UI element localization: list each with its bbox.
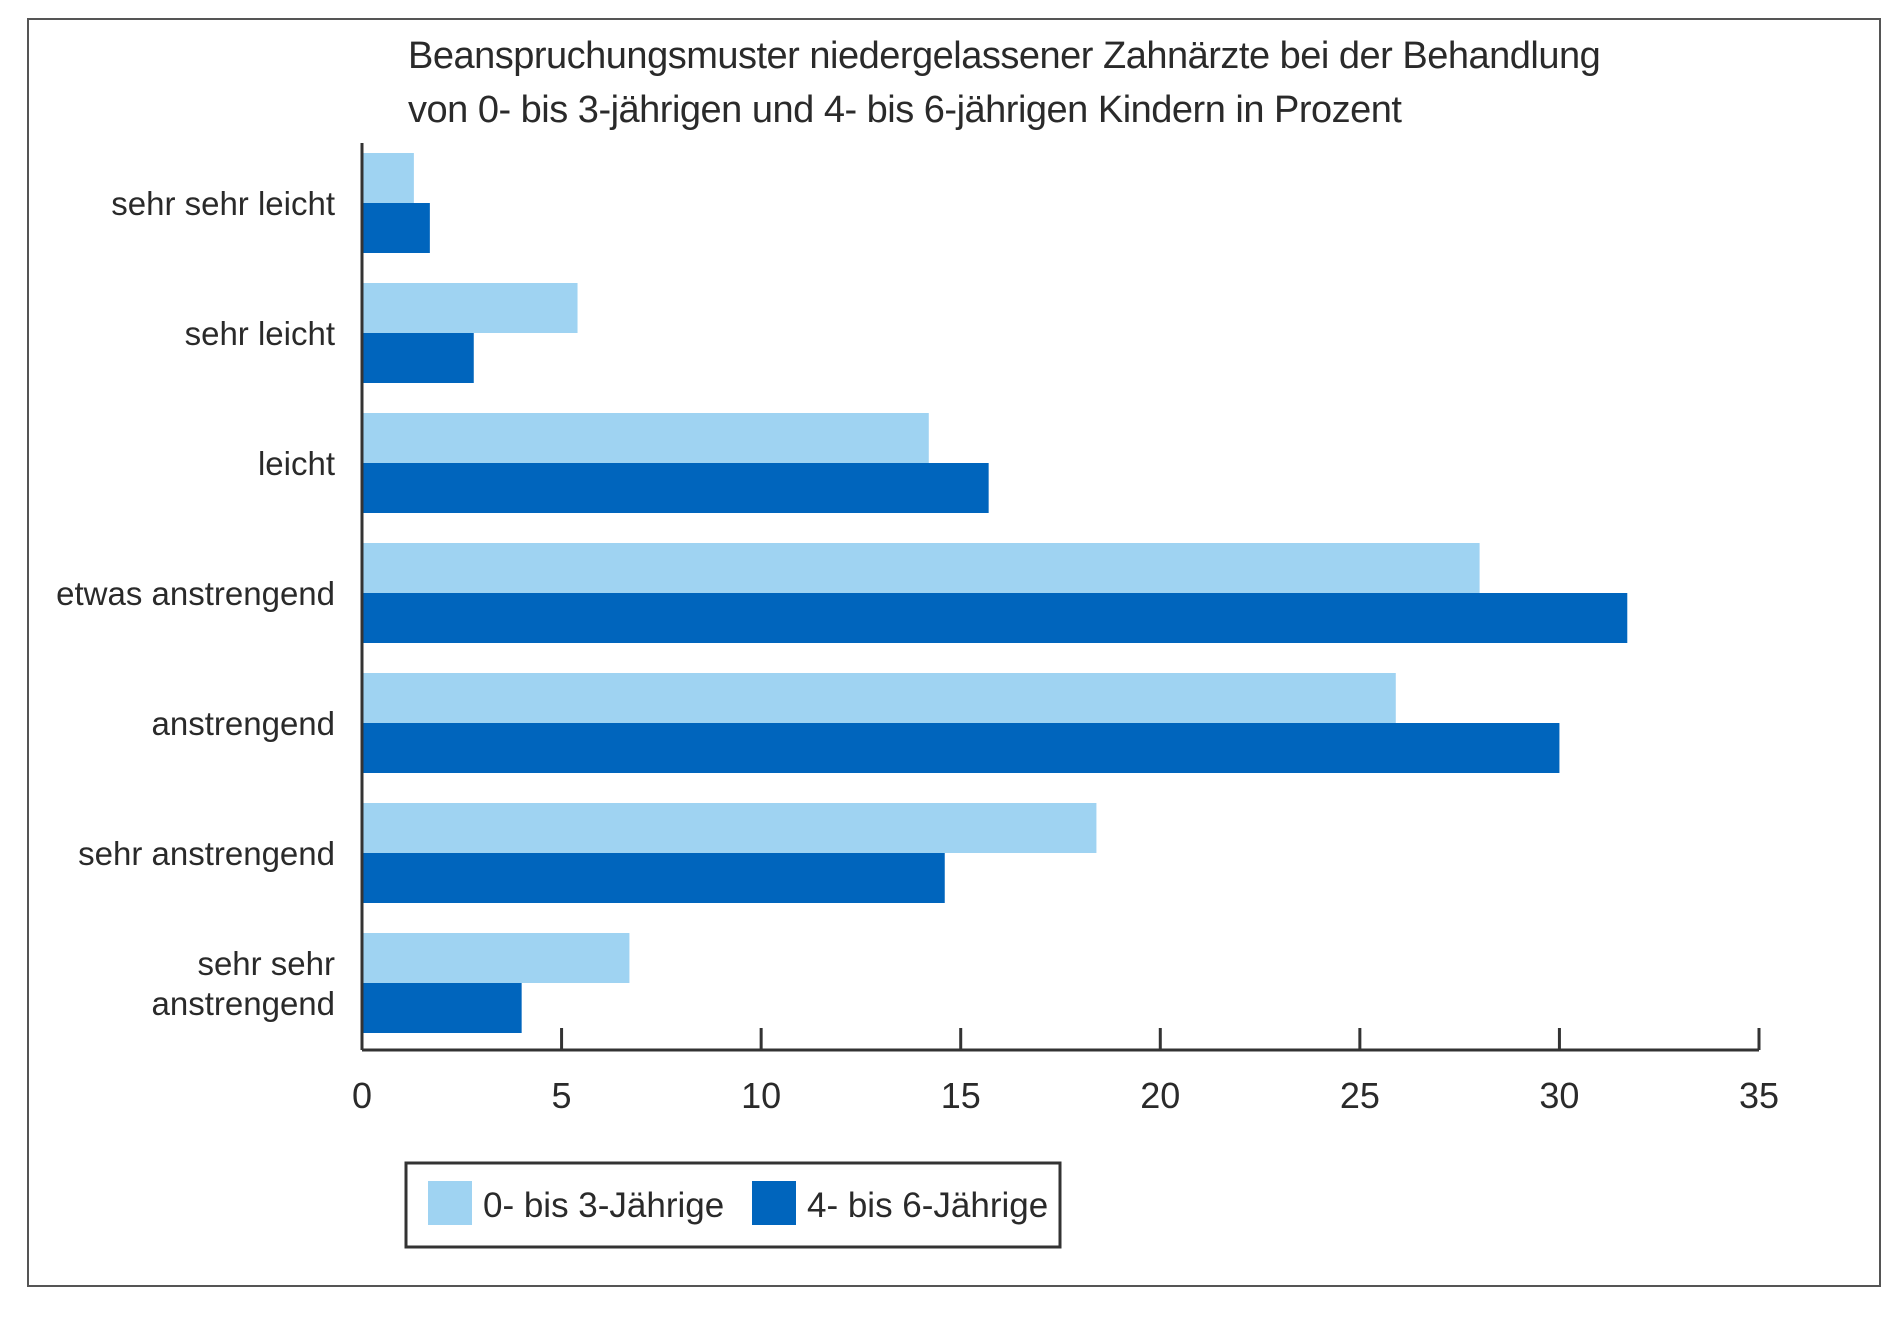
legend-swatch — [752, 1181, 796, 1225]
bar — [362, 153, 414, 203]
chart-title-line: von 0- bis 3-jährigen und 4- bis 6-jähri… — [408, 89, 1402, 131]
bar — [362, 983, 522, 1033]
bar — [362, 673, 1396, 723]
bar — [362, 543, 1480, 593]
x-tick-label: 0 — [352, 1075, 372, 1116]
bar — [362, 283, 578, 333]
category-label: anstrengend — [152, 705, 335, 742]
x-tick-label: 20 — [1140, 1075, 1180, 1116]
bar — [362, 853, 945, 903]
chart-title-line: Beanspruchungsmuster niedergelassener Za… — [408, 35, 1600, 77]
x-tick-label: 15 — [941, 1075, 981, 1116]
bar — [362, 413, 929, 463]
x-axis: 0 5 10 15 20 25 30 35 — [352, 143, 1779, 1116]
legend: 0- bis 3-Jährige 4- bis 6-Jährige — [404, 1161, 1062, 1249]
chart-frame — [27, 18, 1881, 1287]
bar — [362, 463, 989, 513]
bar — [362, 803, 1097, 853]
legend-box — [404, 1161, 1062, 1249]
bar — [362, 933, 630, 983]
bar — [362, 593, 1628, 643]
bar — [362, 203, 430, 253]
bar — [362, 723, 1560, 773]
chart-title: Beanspruchungsmuster niedergelassener Za… — [408, 35, 1601, 131]
x-tick-label: 5 — [552, 1075, 572, 1116]
category-labels: sehr sehr leicht sehr leicht leicht etwas a… — [56, 185, 335, 1022]
x-tick-label: 35 — [1739, 1075, 1779, 1116]
bar — [362, 333, 474, 383]
category-label: leicht — [258, 445, 335, 482]
legend-swatch — [428, 1181, 472, 1225]
x-tick-label: 30 — [1539, 1075, 1579, 1116]
category-label: sehr anstrengend — [78, 835, 335, 872]
bars — [362, 153, 1628, 1033]
category-label: sehr sehr leicht — [111, 185, 335, 222]
category-label: sehr sehr — [197, 945, 335, 982]
category-label: etwas anstrengend — [56, 575, 335, 612]
x-tick-label: 25 — [1340, 1075, 1380, 1116]
x-tick-label: 10 — [741, 1075, 781, 1116]
category-label: sehr leicht — [185, 315, 335, 352]
legend-label: 0- bis 3-Jährige — [483, 1186, 724, 1225]
category-label: anstrengend — [152, 985, 335, 1022]
legend-label: 4- bis 6-Jährige — [807, 1186, 1048, 1225]
